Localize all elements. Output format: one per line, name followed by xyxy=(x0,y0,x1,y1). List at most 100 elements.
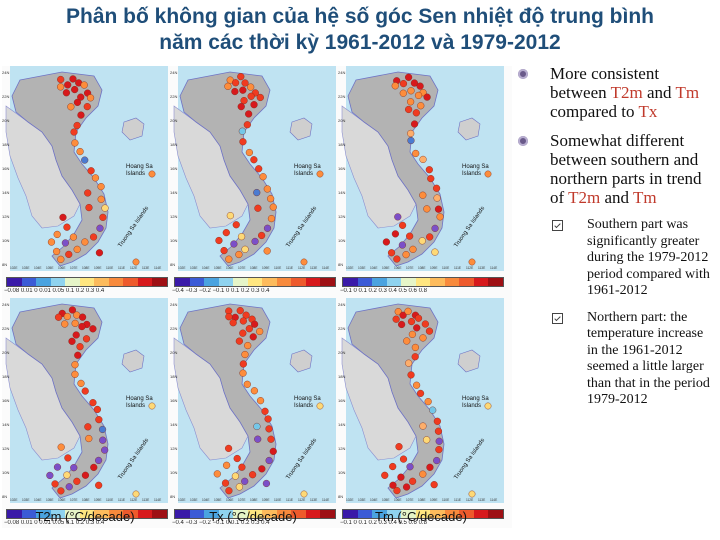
trend-map-panel: 24N 22N 20N 18N 16N 14N 12N 10N 8N 102E 103E 104E 10… xyxy=(170,298,336,511)
lon-tick-label: 108E xyxy=(250,266,257,270)
colorbar-segment xyxy=(218,510,234,518)
lon-tick-label: 114E xyxy=(322,266,329,270)
lat-tick-label: 18N xyxy=(338,142,345,147)
station-dot xyxy=(97,195,105,203)
station-dot xyxy=(427,174,435,183)
station-dot xyxy=(95,249,104,257)
lat-tick-label: 14N xyxy=(2,422,9,427)
station-dot xyxy=(231,79,240,87)
station-dot xyxy=(229,319,237,327)
colorbar-segment xyxy=(108,510,124,518)
station-dot xyxy=(432,184,441,192)
hoang-sa-label: Hoang Sa Islands xyxy=(294,396,321,409)
station-dot xyxy=(69,75,77,83)
station-dot xyxy=(68,337,76,345)
station-dot xyxy=(259,173,267,181)
colorbar-segment xyxy=(401,510,416,518)
station-dot xyxy=(419,155,427,164)
colorbar xyxy=(342,509,504,519)
station-dot xyxy=(241,350,249,359)
station-dot xyxy=(468,490,476,498)
station-dot xyxy=(399,455,408,463)
station-dot xyxy=(255,165,263,173)
station-dot xyxy=(239,86,247,94)
lon-tick-label: 106E xyxy=(394,498,401,502)
station-dot xyxy=(419,334,427,342)
station-dot xyxy=(435,437,443,445)
lon-tick-label: 109E xyxy=(430,498,437,502)
colorbar xyxy=(342,277,504,287)
hainan-island xyxy=(121,117,145,141)
colorbar-segment xyxy=(372,278,387,286)
lon-tick-label: 111E xyxy=(286,266,293,270)
lon-tick-label: 109E xyxy=(430,266,437,270)
colorbar-segment xyxy=(459,510,474,518)
station-dot xyxy=(241,245,249,253)
colorbar-segment xyxy=(21,510,37,518)
station-dot xyxy=(237,103,245,111)
lon-tick-label: 110E xyxy=(274,498,281,502)
lon-tick-label: 105E xyxy=(214,498,221,502)
lat-tick-label: 10N xyxy=(2,470,9,475)
station-dot xyxy=(484,170,492,178)
station-dot xyxy=(80,81,88,89)
lon-tick-label: 108E xyxy=(82,266,89,270)
station-dot xyxy=(398,320,406,329)
lon-tick-label: 110E xyxy=(106,498,113,502)
colorbar-segment xyxy=(233,510,248,518)
colorbar-segment xyxy=(79,510,95,518)
lon-tick-label: 113E xyxy=(310,266,317,270)
lon-tick-label: 112E xyxy=(466,266,473,270)
trend-map-panel: 24N 22N 20N 18N 16N 14N 12N 10N 8N 102E 103E 104E 10… xyxy=(2,298,168,511)
lat-tick-label: 8N xyxy=(2,262,7,267)
station-dot xyxy=(407,87,415,95)
lat-tick-label: 8N xyxy=(338,494,343,499)
hoang-sa-label: Hoang Sa Islands xyxy=(462,396,489,409)
lon-tick-label: 110E xyxy=(442,266,449,270)
station-dot xyxy=(395,443,403,451)
station-dot xyxy=(247,92,255,100)
lon-tick-label: 106E xyxy=(226,266,233,270)
lat-tick-label: 16N xyxy=(2,166,9,171)
lat-tick-label: 22N xyxy=(338,326,345,331)
station-dot xyxy=(77,93,85,101)
lat-tick-label: 22N xyxy=(2,326,9,331)
lat-tick-label: 18N xyxy=(2,374,9,379)
station-dot xyxy=(239,369,247,377)
station-dot xyxy=(238,127,246,135)
station-dot xyxy=(84,423,92,431)
lat-tick-label: 8N xyxy=(2,494,7,499)
station-dot xyxy=(405,105,413,114)
lat-tick-label: 12N xyxy=(2,446,9,451)
station-dot xyxy=(76,343,84,351)
station-dot xyxy=(89,233,98,241)
lat-tick-label: 22N xyxy=(2,94,9,99)
colorbar-segment xyxy=(218,278,234,286)
station-dot xyxy=(235,483,244,491)
station-dot xyxy=(132,490,140,498)
lon-tick-label: 114E xyxy=(322,498,329,502)
lon-tick-label: 107E xyxy=(70,266,77,270)
station-dot xyxy=(410,120,419,128)
colorbar-segment xyxy=(152,510,168,518)
station-dot xyxy=(391,230,399,238)
lat-tick-label: 12N xyxy=(338,214,345,219)
station-dot xyxy=(421,320,429,328)
station-dot xyxy=(63,312,71,321)
lon-tick-label: 103E xyxy=(358,266,365,270)
station-dot xyxy=(405,359,413,367)
station-dot xyxy=(393,486,401,495)
station-dot xyxy=(222,461,231,469)
station-dot xyxy=(51,480,59,488)
colorbar-segment xyxy=(204,510,219,518)
lat-tick-label: 8N xyxy=(338,262,343,267)
station-dot xyxy=(233,454,241,463)
colorbar-segment xyxy=(262,278,277,286)
station-dot xyxy=(225,487,233,495)
station-dot xyxy=(416,389,425,397)
station-dot xyxy=(399,311,407,319)
hainan-island xyxy=(457,349,481,373)
lat-tick-label: 18N xyxy=(338,374,345,379)
station-dot xyxy=(254,204,262,212)
station-dot xyxy=(73,121,81,130)
